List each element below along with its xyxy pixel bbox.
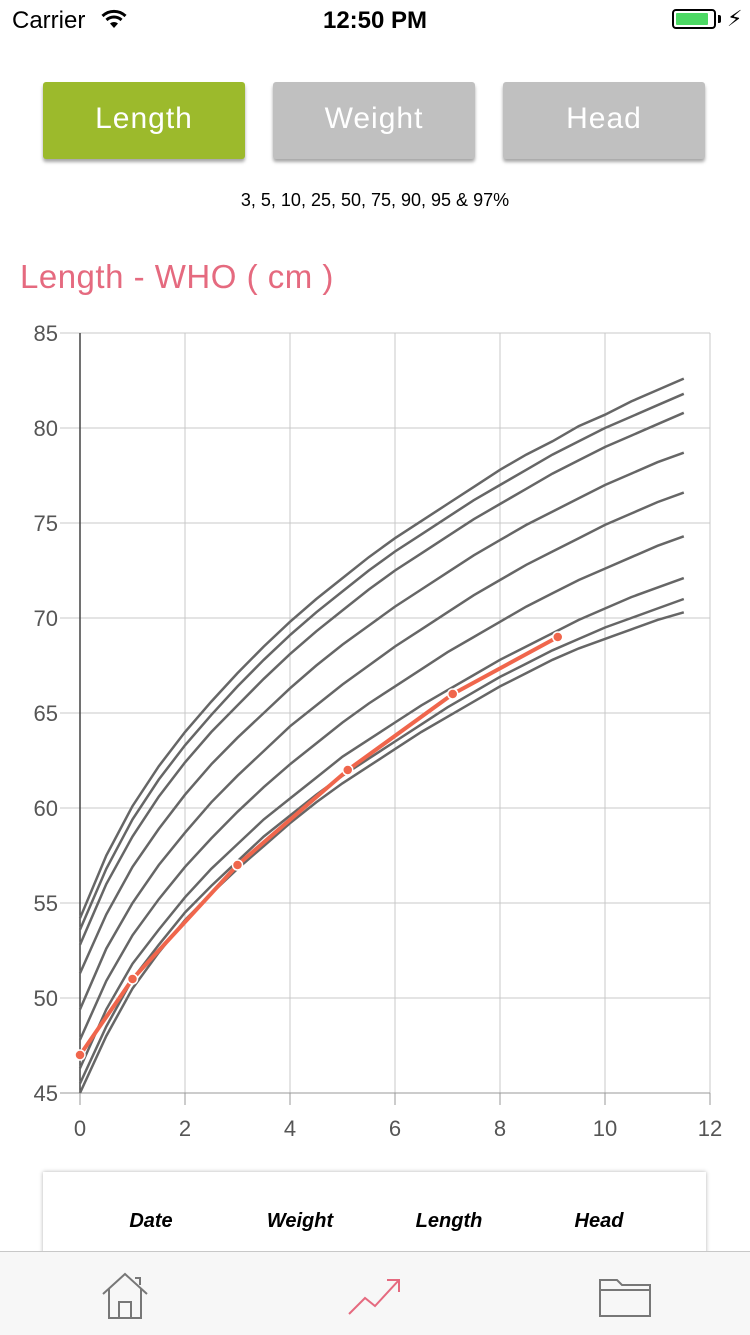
percentile-curve bbox=[78, 597, 685, 1085]
percentile-curve bbox=[78, 411, 685, 946]
x-tick-label: 8 bbox=[494, 1116, 506, 1141]
folder-icon[interactable] bbox=[595, 1270, 655, 1322]
growth-chart: 45 50 55 60 65 70 75 80 85 0 2 4 6 8 10 12 bbox=[34, 321, 723, 1141]
x-tick-label: 10 bbox=[593, 1116, 617, 1141]
home-icon[interactable] bbox=[95, 1270, 155, 1322]
battery-level bbox=[676, 13, 709, 25]
x-tick-label: 4 bbox=[284, 1116, 296, 1141]
battery-icon bbox=[672, 9, 716, 29]
percentile-curve bbox=[78, 451, 685, 974]
x-tick-label: 0 bbox=[74, 1116, 86, 1141]
chart-title: Length - WHO ( cm ) bbox=[20, 258, 334, 295]
measurement-point bbox=[342, 764, 354, 776]
measurement-line bbox=[78, 635, 559, 1057]
y-tick-label: 50 bbox=[34, 986, 58, 1011]
table-header-length: Length bbox=[415, 1210, 483, 1232]
measurement-point bbox=[231, 859, 244, 871]
y-tick-label: 85 bbox=[34, 321, 58, 346]
y-tick-label: 60 bbox=[34, 796, 58, 821]
y-tick-label: 45 bbox=[34, 1081, 58, 1106]
y-tick-label: 70 bbox=[34, 606, 58, 631]
tab-head-button[interactable]: Head bbox=[503, 82, 705, 159]
x-tick-label: 6 bbox=[389, 1116, 401, 1141]
percentile-curve bbox=[78, 377, 685, 919]
clock: 12:50 PM bbox=[322, 7, 428, 34]
tab-length-button[interactable]: Length bbox=[43, 82, 245, 159]
y-tick-label: 80 bbox=[34, 416, 58, 441]
y-tick-label: 55 bbox=[34, 891, 58, 916]
chart-trend-icon[interactable] bbox=[345, 1270, 405, 1322]
tab-bar bbox=[0, 1251, 750, 1335]
table-header-head: Head bbox=[574, 1210, 624, 1232]
x-tick-label: 2 bbox=[179, 1116, 191, 1141]
percentile-curve bbox=[78, 576, 685, 1069]
percentiles-label: 3, 5, 10, 25, 50, 75, 90, 95 & 97% bbox=[240, 190, 510, 210]
y-tick-label: 65 bbox=[34, 701, 58, 726]
measurement-point bbox=[447, 688, 459, 700]
table-header-weight: Weight bbox=[266, 1210, 334, 1232]
measurement-point bbox=[74, 1049, 86, 1061]
percentile-curve bbox=[78, 491, 685, 1010]
carrier-label: Carrier bbox=[12, 7, 86, 34]
measurement-point bbox=[126, 973, 139, 985]
y-tick-label: 75 bbox=[34, 511, 58, 536]
percentile-curve bbox=[78, 535, 685, 1041]
status-bar: Carrier 12:50 PM ⚡︎ bbox=[0, 0, 750, 40]
charging-icon: ⚡︎ bbox=[727, 6, 743, 31]
tab-weight-button[interactable]: Weight bbox=[273, 82, 475, 159]
measurement-point bbox=[552, 631, 564, 643]
percentile-curve bbox=[78, 392, 685, 931]
table-header-date: Date bbox=[129, 1210, 173, 1232]
battery-tip bbox=[718, 15, 721, 23]
percentile-curve bbox=[78, 611, 685, 1094]
x-tick-label: 12 bbox=[698, 1116, 722, 1141]
wifi-icon bbox=[101, 9, 127, 28]
